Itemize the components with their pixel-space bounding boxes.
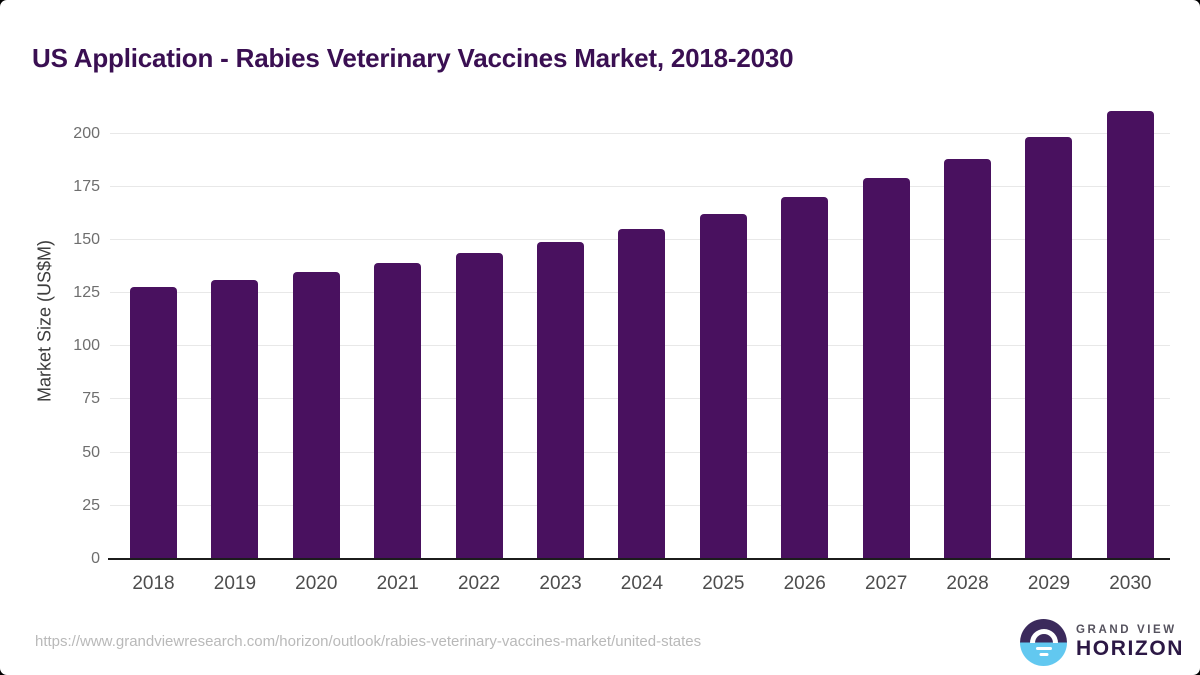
x-tick-label: 2030 [1109, 573, 1152, 594]
y-tick-label: 50 [82, 443, 100, 461]
source-url: https://www.grandviewresearch.com/horizo… [35, 633, 702, 650]
bar [862, 178, 910, 559]
x-tick-label: 2021 [376, 573, 419, 594]
y-tick-label: 25 [82, 496, 100, 514]
gridline [110, 185, 1170, 187]
y-tick-label: 150 [73, 230, 100, 248]
bar-column-2021: 2021 [374, 263, 422, 594]
y-tick-label: 100 [73, 337, 100, 355]
bar [130, 286, 177, 559]
reflection-line-icon [1039, 653, 1048, 656]
plot-area: 2018 2019 2020 2021 2022 2023 2024 2025 2026 2027… [110, 105, 1170, 594]
bar [455, 252, 503, 559]
y-tick-label: 0 [91, 550, 100, 567]
x-tick-label: 2020 [295, 573, 338, 594]
y-tick-label: 175 [73, 177, 100, 195]
bar-column-2022: 2022 [455, 252, 503, 594]
bar-column-2018: 2018 [130, 286, 177, 594]
bar [374, 263, 422, 559]
horizon-sunrise-icon [1020, 619, 1067, 666]
bar [1025, 136, 1073, 559]
bar-column-2024: 2024 [618, 229, 666, 594]
x-tick-label: 2029 [1027, 573, 1071, 594]
x-tick-label: 2018 [132, 573, 175, 594]
x-tick-label: 2023 [539, 573, 582, 594]
logo-grand-view-text: GRAND VIEW [1076, 624, 1177, 636]
sun-arch-icon [1029, 628, 1058, 643]
logo-wordmark: GRAND VIEW HORIZON [1076, 624, 1184, 661]
bar-column-2026: 2026 [781, 197, 829, 594]
bar [211, 280, 259, 559]
logo-horizon-text: HORIZON [1076, 637, 1185, 660]
bar [1106, 111, 1154, 559]
bar-column-2030: 2030 [1106, 111, 1154, 594]
bar-column-2025: 2025 [699, 214, 747, 594]
gridline [110, 132, 1170, 134]
bar [537, 242, 585, 559]
bar [699, 214, 747, 559]
brand-logo: GRAND VIEW HORIZON [1020, 619, 1184, 666]
y-tick-label: 200 [73, 124, 100, 142]
bar-column-2020: 2020 [292, 271, 340, 594]
x-tick-label: 2022 [457, 573, 501, 594]
bar-series: 2018 2019 2020 2021 2022 2023 2024 2025 2026 2027… [110, 105, 1170, 594]
x-tick-label: 2028 [946, 573, 989, 594]
bar-column-2029: 2029 [1025, 136, 1073, 594]
x-tick-label: 2027 [865, 573, 908, 594]
x-tick-label: 2024 [620, 573, 664, 594]
x-axis-line [108, 558, 1170, 560]
bar-column-2019: 2019 [211, 280, 259, 594]
reflection-line-icon [1035, 647, 1052, 650]
bar [618, 229, 666, 559]
bar [292, 271, 340, 559]
page-title: US Application - Rabies Veterinary Vacci… [32, 43, 794, 74]
bar-column-2028: 2028 [944, 159, 992, 594]
bar-column-2027: 2027 [862, 178, 910, 594]
x-tick-label: 2025 [702, 573, 745, 594]
bar [944, 159, 992, 559]
x-tick-label: 2019 [213, 573, 257, 594]
bar-column-2023: 2023 [537, 242, 585, 594]
y-tick-label: 125 [73, 284, 100, 302]
x-tick-label: 2026 [783, 573, 826, 594]
bar [781, 197, 829, 559]
y-axis-title: Market Size (US$M) [34, 239, 55, 403]
y-tick-label: 75 [82, 390, 100, 408]
